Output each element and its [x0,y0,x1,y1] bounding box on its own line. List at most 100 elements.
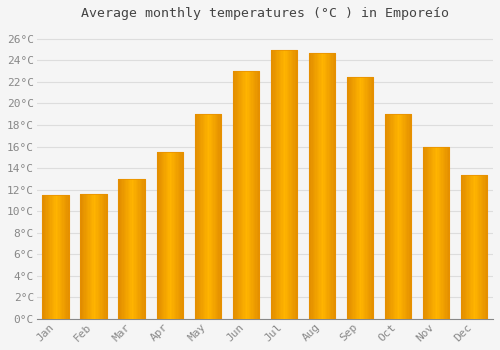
Bar [356,77,358,319]
Bar [364,77,366,319]
Bar [132,179,133,319]
Bar [144,179,145,319]
Bar [478,175,480,319]
Bar [422,147,424,319]
Bar [172,152,174,319]
Bar [324,53,326,319]
Bar [460,175,462,319]
Bar [320,53,322,319]
Bar [60,195,61,319]
Bar [103,194,104,319]
Bar [90,194,91,319]
Bar [390,114,392,319]
Bar [194,114,196,319]
Bar [130,179,132,319]
Bar [106,194,107,319]
Bar [80,194,82,319]
Bar [156,152,183,319]
Bar [436,147,438,319]
Bar [126,179,128,319]
Bar [476,175,478,319]
Bar [308,53,335,319]
Bar [370,77,372,319]
Bar [398,114,400,319]
Bar [213,114,214,319]
Bar [326,53,328,319]
Bar [430,147,432,319]
Bar [80,194,107,319]
Bar [57,195,58,319]
Bar [470,175,472,319]
Bar [194,114,221,319]
Bar [121,179,122,319]
Bar [322,53,324,319]
Bar [182,152,183,319]
Bar [396,114,398,319]
Bar [428,147,430,319]
Bar [174,152,175,319]
Bar [256,71,258,319]
Bar [274,50,276,319]
Bar [318,53,320,319]
Bar [466,175,468,319]
Bar [434,147,436,319]
Bar [486,175,488,319]
Bar [104,194,106,319]
Bar [118,179,145,319]
Bar [129,179,130,319]
Bar [100,194,102,319]
Bar [464,175,466,319]
Bar [45,195,46,319]
Bar [212,114,213,319]
Bar [384,114,411,319]
Bar [171,152,172,319]
Bar [348,77,350,319]
Bar [232,71,234,319]
Bar [248,71,250,319]
Bar [125,179,126,319]
Bar [251,71,252,319]
Bar [54,195,56,319]
Bar [96,194,98,319]
Bar [406,114,407,319]
Bar [290,50,292,319]
Bar [210,114,212,319]
Bar [330,53,331,319]
Bar [446,147,448,319]
Bar [240,71,242,319]
Bar [180,152,182,319]
Bar [384,114,386,319]
Bar [94,194,95,319]
Bar [95,194,96,319]
Bar [468,175,470,319]
Bar [278,50,280,319]
Bar [292,50,293,319]
Bar [118,179,120,319]
Bar [160,152,162,319]
Bar [332,53,334,319]
Bar [282,50,284,319]
Bar [462,175,464,319]
Bar [424,147,426,319]
Bar [175,152,176,319]
Bar [52,195,53,319]
Bar [460,175,487,319]
Bar [82,194,83,319]
Bar [438,147,440,319]
Bar [179,152,180,319]
Bar [156,152,158,319]
Bar [442,147,444,319]
Bar [208,114,209,319]
Bar [65,195,66,319]
Bar [220,114,221,319]
Bar [368,77,370,319]
Bar [484,175,486,319]
Bar [400,114,402,319]
Bar [158,152,159,319]
Bar [254,71,255,319]
Bar [480,175,482,319]
Bar [134,179,136,319]
Bar [202,114,204,319]
Bar [314,53,316,319]
Bar [42,195,69,319]
